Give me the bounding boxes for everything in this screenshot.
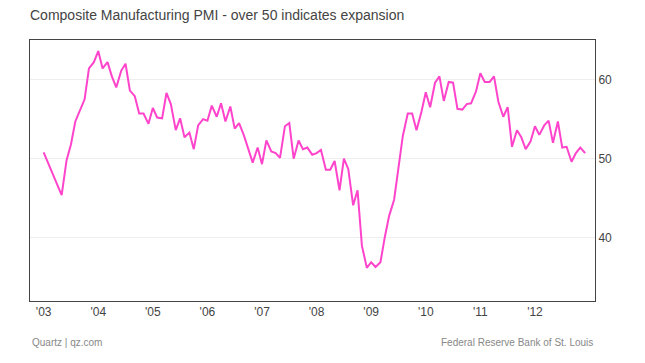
svg-text:'09: '09 (363, 305, 379, 319)
svg-text:'12: '12 (527, 305, 543, 319)
svg-text:Federal Reserve Bank of St. Lo: Federal Reserve Bank of St. Louis (441, 337, 593, 348)
svg-text:'04: '04 (90, 305, 106, 319)
svg-text:Quartz | qz.com: Quartz | qz.com (32, 337, 102, 348)
svg-text:'08: '08 (309, 305, 325, 319)
svg-text:Composite Manufacturing PMI -: Composite Manufacturing PMI - over 50 in… (30, 7, 404, 23)
svg-text:60: 60 (598, 73, 612, 87)
svg-text:40: 40 (598, 231, 612, 245)
svg-text:'11: '11 (473, 305, 488, 319)
svg-text:'03: '03 (36, 305, 52, 319)
svg-text:50: 50 (598, 152, 612, 166)
svg-text:'06: '06 (200, 305, 216, 319)
svg-text:'10: '10 (418, 305, 434, 319)
svg-text:'05: '05 (145, 305, 161, 319)
svg-text:'07: '07 (254, 305, 270, 319)
